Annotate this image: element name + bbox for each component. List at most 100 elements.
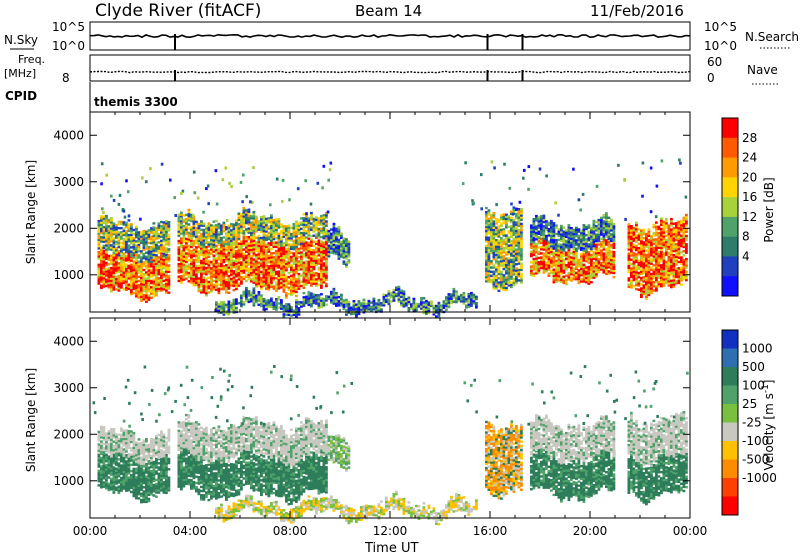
power-cell bbox=[660, 274, 663, 277]
power-cell bbox=[675, 257, 678, 261]
power-cell bbox=[290, 232, 293, 236]
power-cell bbox=[270, 224, 273, 228]
power-cell bbox=[677, 260, 681, 264]
power-cell bbox=[145, 257, 148, 261]
power-cell bbox=[567, 274, 571, 277]
power-cell bbox=[590, 235, 593, 238]
power-cell bbox=[650, 235, 653, 238]
power-cell bbox=[287, 259, 291, 262]
power-cell bbox=[132, 239, 136, 242]
power-cell bbox=[142, 242, 146, 245]
power-cell bbox=[262, 234, 266, 237]
power-cell bbox=[110, 266, 113, 270]
power-cell bbox=[165, 241, 168, 244]
power-cell bbox=[205, 283, 208, 286]
power-cell bbox=[197, 227, 201, 230]
power-cell bbox=[245, 242, 248, 245]
power-cell bbox=[485, 248, 488, 252]
power-cell bbox=[147, 283, 151, 287]
power-cell bbox=[217, 266, 221, 270]
power-cell bbox=[132, 273, 136, 276]
power-cell bbox=[270, 264, 273, 267]
power-cell bbox=[160, 251, 163, 254]
power-cell bbox=[632, 266, 636, 269]
power-cell bbox=[515, 212, 518, 216]
power-cell bbox=[200, 247, 203, 250]
power-cell bbox=[97, 219, 101, 223]
power-cell bbox=[635, 244, 638, 248]
power-cell bbox=[232, 247, 236, 250]
power-cell bbox=[305, 295, 308, 298]
power-cell bbox=[165, 236, 168, 240]
cpid-value: themis 3300 bbox=[94, 95, 178, 109]
power-cell bbox=[135, 280, 138, 283]
power-cell bbox=[242, 269, 246, 272]
power-cell bbox=[132, 228, 136, 232]
power-cell bbox=[295, 307, 298, 310]
power-cell bbox=[160, 270, 163, 273]
power-cell bbox=[250, 280, 253, 283]
power-cell bbox=[670, 228, 673, 231]
power-cell bbox=[292, 235, 296, 238]
power-cell bbox=[262, 272, 266, 275]
power-cell bbox=[102, 260, 106, 263]
power-cell bbox=[165, 226, 168, 229]
power-cell bbox=[102, 234, 106, 237]
power-cell bbox=[242, 290, 246, 294]
power-cell bbox=[535, 249, 538, 252]
power-cell bbox=[195, 241, 198, 245]
power-cell bbox=[632, 272, 636, 275]
power-cell bbox=[560, 237, 563, 240]
power-cell bbox=[140, 239, 143, 242]
power-cell bbox=[630, 239, 633, 243]
power-cell bbox=[507, 252, 511, 256]
power-cell bbox=[505, 270, 508, 273]
power-cell bbox=[192, 218, 196, 221]
power-cell bbox=[250, 223, 253, 226]
power-cell bbox=[610, 225, 613, 228]
power-cell bbox=[115, 251, 118, 254]
power-cell bbox=[145, 285, 148, 289]
power-cell bbox=[500, 285, 503, 288]
power-cell bbox=[217, 270, 221, 274]
power-cell bbox=[610, 244, 613, 247]
power-cell bbox=[292, 229, 296, 232]
power-cell bbox=[287, 263, 291, 266]
power-cell bbox=[582, 240, 586, 244]
power-cell bbox=[667, 255, 671, 258]
power-cell bbox=[497, 285, 501, 288]
power-cell bbox=[492, 243, 496, 246]
power-cell bbox=[232, 272, 236, 275]
power-cell bbox=[155, 279, 158, 282]
power-cell bbox=[155, 245, 158, 249]
power-cell bbox=[505, 267, 508, 271]
power-cell bbox=[280, 256, 283, 260]
power-cell bbox=[287, 226, 291, 230]
power-cell bbox=[487, 238, 491, 241]
power-cell bbox=[485, 246, 488, 249]
power-cell bbox=[565, 244, 568, 247]
power-cell bbox=[320, 248, 323, 252]
power-cell bbox=[665, 281, 668, 285]
power-cell bbox=[242, 211, 246, 214]
power-cell bbox=[270, 299, 273, 302]
power-cell bbox=[272, 287, 276, 290]
power-cell bbox=[292, 260, 296, 263]
power-cell bbox=[607, 243, 611, 246]
power-cell bbox=[127, 266, 131, 270]
power-cell bbox=[650, 260, 653, 263]
power-cell bbox=[295, 237, 298, 240]
power-cell bbox=[597, 247, 601, 250]
power-cell bbox=[307, 277, 311, 280]
power-cell bbox=[277, 232, 281, 235]
power-cell bbox=[152, 234, 156, 238]
power-cell bbox=[645, 278, 648, 282]
power-cell bbox=[167, 266, 171, 269]
power-cell bbox=[505, 236, 508, 239]
power-cell bbox=[502, 259, 506, 262]
power-cell bbox=[552, 260, 556, 263]
power-cell bbox=[125, 259, 128, 262]
power-cell bbox=[245, 235, 248, 239]
power-cell bbox=[192, 275, 196, 279]
power-cell bbox=[180, 254, 183, 257]
